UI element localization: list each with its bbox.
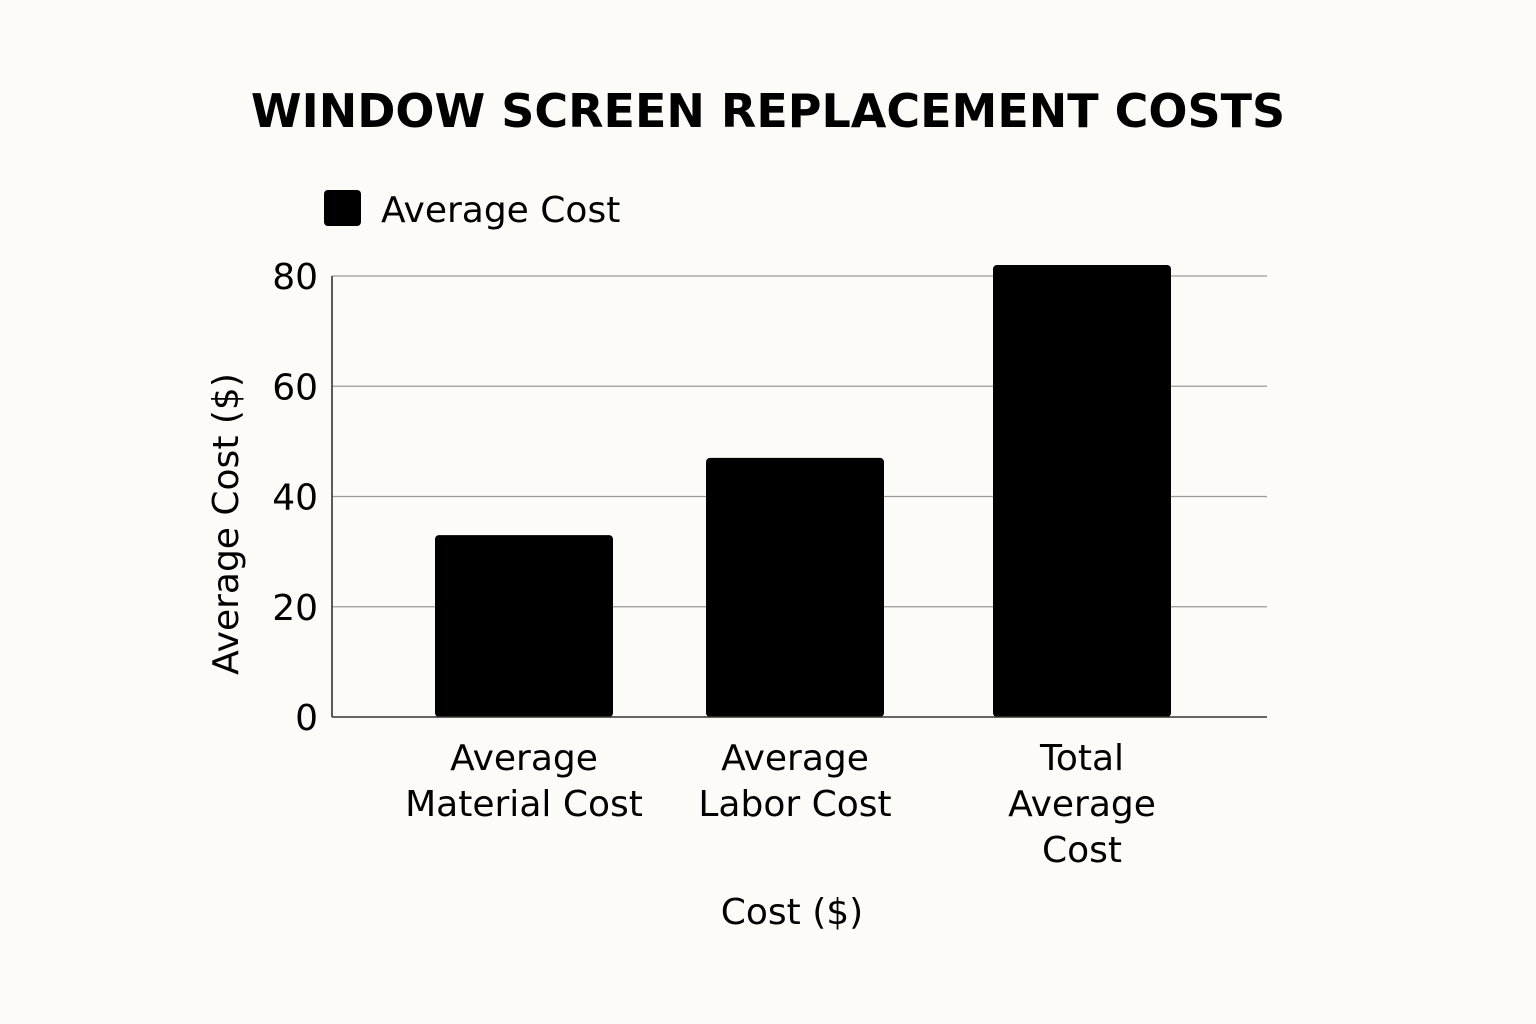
x-category-label-line: Material Cost: [405, 784, 643, 825]
x-category-label-line: Average: [1008, 784, 1156, 825]
x-category-label-line: Cost: [1042, 830, 1122, 871]
y-axis-label: Average Cost ($): [206, 373, 247, 675]
chart-title: WINDOW SCREEN REPLACEMENT COSTS: [251, 84, 1285, 138]
legend-swatch: [324, 190, 361, 226]
x-category-label-line: Average: [721, 738, 869, 779]
bar: [706, 457, 884, 717]
x-category-label: Average Labor Cost: [698, 738, 891, 825]
y-axis-ticks: 0 20 40 60 80: [272, 257, 318, 739]
legend-label: Average Cost: [381, 190, 620, 231]
y-tick-label: 40: [272, 478, 318, 519]
x-category-label-line: Labor Cost: [698, 784, 891, 825]
x-category-label-line: Average: [450, 738, 598, 779]
bar: [435, 535, 613, 717]
bars: [435, 264, 1171, 717]
legend: Average Cost: [324, 190, 620, 231]
y-tick-label: 80: [272, 257, 318, 298]
x-axis-label: Cost ($): [721, 892, 863, 933]
x-axis-categories: Average Material Cost Average Labor Cost Tot…: [405, 738, 1156, 871]
y-tick-label: 20: [272, 588, 318, 629]
y-tick-label: 0: [295, 698, 318, 739]
bar: [993, 264, 1171, 717]
y-tick-label: 60: [272, 367, 318, 408]
x-category-label: Average Material Cost: [405, 738, 643, 825]
x-category-label-line: Total: [1039, 738, 1124, 779]
x-category-label: Total Average Cost: [1008, 738, 1156, 871]
